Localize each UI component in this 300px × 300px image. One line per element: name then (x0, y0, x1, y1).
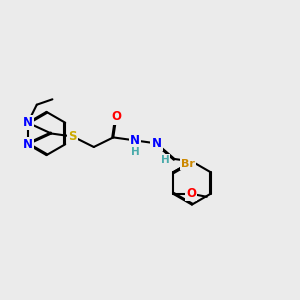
Text: S: S (68, 130, 77, 143)
Text: N: N (23, 116, 33, 129)
Text: O: O (111, 110, 121, 124)
Text: N: N (130, 134, 140, 147)
Text: N: N (152, 137, 161, 150)
Text: N: N (23, 138, 33, 151)
Text: O: O (186, 187, 196, 200)
Text: H: H (160, 155, 169, 166)
Text: Br: Br (181, 159, 195, 169)
Text: H: H (130, 147, 139, 158)
